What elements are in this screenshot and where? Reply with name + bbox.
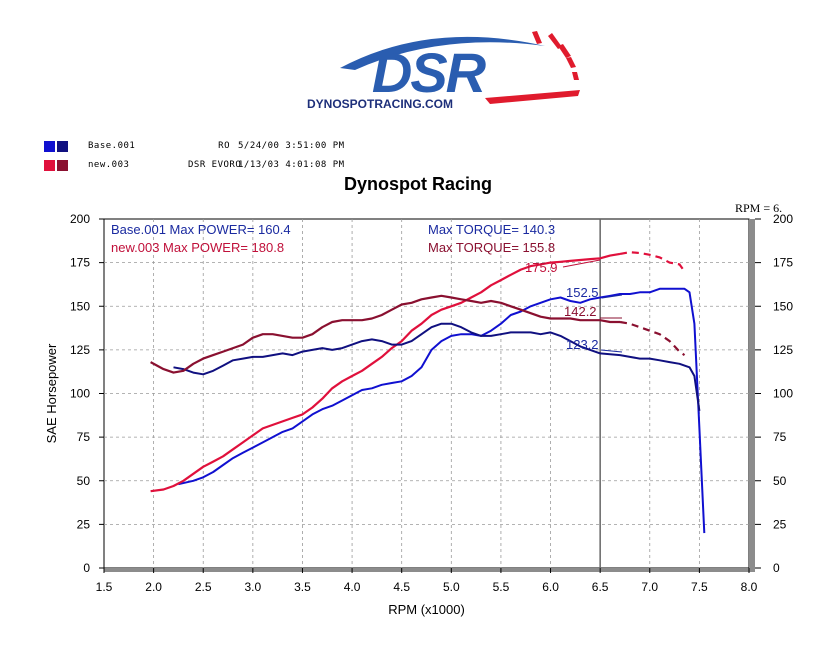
x-tick-label: 4.0 xyxy=(344,580,361,594)
x-tick-label: 2.5 xyxy=(195,580,212,594)
x-tick-label: 7.5 xyxy=(691,580,708,594)
series-line xyxy=(150,252,621,493)
y-tick-label-right: 25 xyxy=(773,517,787,531)
y-tick-label-right: 150 xyxy=(773,299,793,313)
value-annotation: 123.2 xyxy=(566,337,599,352)
legend-swatch-new-2 xyxy=(57,159,68,171)
y-tick-label-right: 100 xyxy=(773,387,793,401)
y-tick-label-left: 50 xyxy=(77,474,91,488)
x-tick-label: 7.0 xyxy=(641,580,658,594)
legend-run-config: DSR EVORO xyxy=(188,160,242,170)
x-tick-label: 4.5 xyxy=(393,580,410,594)
x-tick-label: 2.0 xyxy=(145,580,162,594)
x-tick-label: 8.0 xyxy=(741,580,758,594)
value-annotation: 152.5 xyxy=(566,285,599,300)
x-tick-label: 5.5 xyxy=(493,580,510,594)
y-tick-label-right: 0 xyxy=(773,561,780,575)
annotation-leader xyxy=(562,259,601,268)
rpm-cursor-label: RPM = 6. xyxy=(735,201,782,215)
y-axis-label: SAE Horsepower xyxy=(44,343,59,443)
x-tick-label: 1.5 xyxy=(96,580,113,594)
y-tick-label-left: 75 xyxy=(77,430,91,444)
y-tick-label-left: 175 xyxy=(70,256,90,270)
annotation-leader xyxy=(600,349,623,353)
chart-title: Dynospot Racing xyxy=(343,174,492,194)
y-tick-label-left: 25 xyxy=(77,517,91,531)
legend-run-config: RO xyxy=(218,141,230,151)
legend-row-base: Base.001 RO 5/24/00 3:51:00 PM xyxy=(44,139,345,153)
value-annotation: 142.2 xyxy=(564,304,597,319)
max-stat-label: Base.001 Max POWER= 160.4 xyxy=(111,222,291,237)
legend-run-name: new.003 xyxy=(88,160,130,170)
legend-run-date: 1/13/03 4:01:08 PM xyxy=(238,160,345,170)
y-tick-label-right: 75 xyxy=(773,430,787,444)
dsr-logo: DSR DYNOSPOTRACING.COM xyxy=(307,31,580,111)
series-line xyxy=(178,287,706,534)
logo-stripe xyxy=(485,90,580,104)
y-tick-label-left: 200 xyxy=(70,212,90,226)
y-tick-label-left: 125 xyxy=(70,343,90,357)
logo-sub-text: DYNOSPOTRACING.COM xyxy=(307,97,453,111)
x-tick-label: 3.5 xyxy=(294,580,311,594)
logo-main-text: DSR xyxy=(372,41,487,104)
legend-swatch-base-1 xyxy=(44,140,55,152)
y-tick-label-right: 125 xyxy=(773,343,793,357)
annotation-leader xyxy=(601,294,623,299)
max-stat-label: new.003 Max POWER= 180.8 xyxy=(111,240,284,255)
x-tick-label: 3.0 xyxy=(245,580,262,594)
x-tick-label: 5.0 xyxy=(443,580,460,594)
y-tick-label-left: 100 xyxy=(70,387,90,401)
series-line xyxy=(173,322,701,412)
legend-run-date: 5/24/00 3:51:00 PM xyxy=(238,141,345,151)
max-stat-label: Max TORQUE= 140.3 xyxy=(428,222,555,237)
legend-swatch-new-1 xyxy=(44,159,55,171)
y-tick-label-right: 200 xyxy=(773,212,793,226)
plot-bottom-band xyxy=(104,568,755,572)
logo-swoosh xyxy=(340,31,579,80)
y-tick-label-right: 175 xyxy=(773,256,793,270)
x-tick-label: 6.5 xyxy=(592,580,609,594)
x-tick-label: 6.0 xyxy=(542,580,559,594)
x-axis-label: RPM (x1000) xyxy=(388,602,465,617)
series-line xyxy=(150,294,620,374)
series-line-dashed xyxy=(619,320,686,357)
value-annotation: 175.9 xyxy=(525,260,558,275)
y-tick-label-left: 150 xyxy=(70,299,90,313)
plot-frame xyxy=(103,218,750,569)
max-stat-label: Max TORQUE= 155.8 xyxy=(428,240,555,255)
y-tick-label-right: 50 xyxy=(773,474,787,488)
legend-row-new: new.003 DSR EVORO 1/13/03 4:01:08 PM xyxy=(44,158,345,172)
plot-right-band xyxy=(749,219,755,568)
legend-run-name: Base.001 xyxy=(88,141,136,151)
legend-swatch-base-2 xyxy=(57,140,68,152)
y-tick-label-left: 0 xyxy=(83,561,90,575)
